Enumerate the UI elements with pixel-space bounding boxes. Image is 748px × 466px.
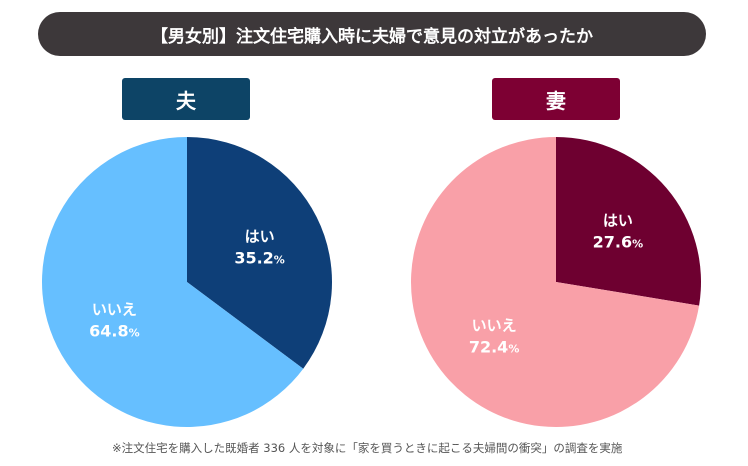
chart-title: 【男女別】注文住宅購入時に夫婦で意見の対立があったか	[38, 12, 706, 56]
slice-value: 72.4%	[469, 338, 520, 357]
pie-slice-0-1	[41, 137, 304, 427]
wife-label: 妻	[492, 78, 620, 120]
slice-label: はい	[245, 228, 275, 246]
pie-slice-0-0	[187, 137, 333, 369]
footnote: ※注文住宅を購入した既婚者 336 人を対象に「家を買うときに起こる夫婦間の衝突…	[112, 441, 623, 455]
slice-label: はい	[603, 211, 633, 229]
slice-value: 64.8%	[89, 321, 140, 340]
pie-slice-1-0	[556, 137, 701, 306]
slice-label: いいえ	[92, 300, 137, 318]
slice-value: 27.6%	[593, 232, 644, 251]
slice-value: 35.2%	[234, 249, 285, 268]
husband-label: 夫	[122, 78, 250, 120]
slice-label: いいえ	[472, 317, 517, 335]
pie-slice-1-1	[410, 137, 700, 427]
